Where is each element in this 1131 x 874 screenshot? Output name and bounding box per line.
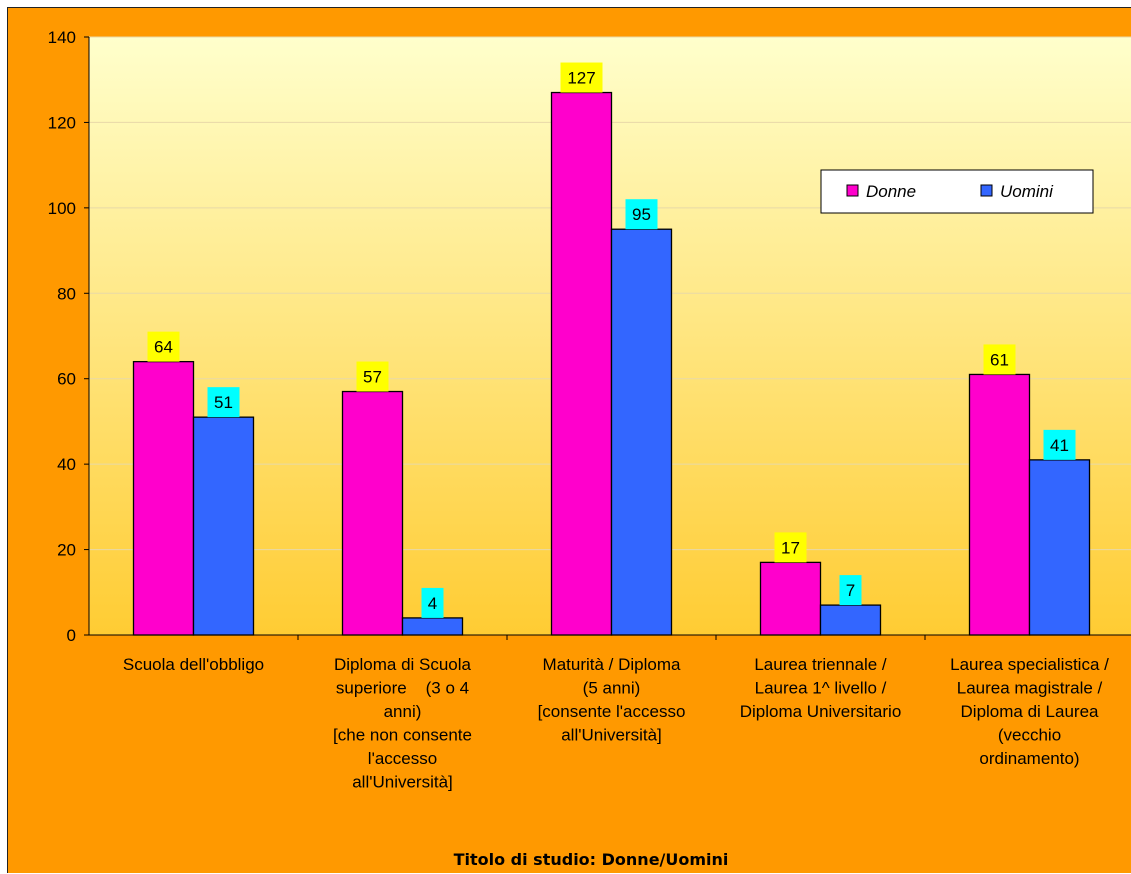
x-category-label: Maturità / Diploma (5 anni) [consente l'ac…: [538, 655, 686, 745]
x-category-label: Scuola dell'obbligo: [123, 655, 264, 674]
y-tick-label: 0: [67, 626, 76, 645]
y-tick-label: 60: [57, 370, 76, 389]
bar-donne: [968, 373, 1031, 636]
bar-uomini: [401, 617, 464, 636]
legend: Donne Uomini: [820, 169, 1094, 214]
bar-uomini: [610, 228, 673, 636]
legend-label-uomini: Uomini: [1000, 182, 1054, 201]
y-tick-label: 20: [57, 541, 76, 560]
data-label-donne: 61: [990, 350, 1009, 369]
data-label-donne: 17: [781, 538, 800, 557]
data-label-bg: [774, 532, 807, 563]
data-label-bg: [356, 361, 389, 392]
chart-title: Titolo di studio: Donne/Uomini: [454, 850, 729, 869]
data-label-bg: [1043, 429, 1076, 460]
data-label-uomini: 7: [846, 581, 855, 600]
x-category-label: Laurea triennale / Laurea 1^ livello / Dip…: [740, 655, 902, 721]
bar-donne: [550, 91, 613, 636]
legend-swatch-donne: [846, 184, 859, 197]
legend-swatch-uomini: [980, 184, 993, 197]
bar-uomini: [819, 604, 882, 636]
data-label-uomini: 4: [428, 594, 437, 613]
legend-label-donne: Donne: [866, 182, 916, 201]
bar-donne: [759, 561, 822, 636]
bar-donne: [132, 360, 195, 636]
bar-uomini: [192, 416, 255, 636]
data-label-donne: 127: [567, 69, 595, 88]
bar-donne: [341, 390, 404, 636]
data-label-donne: 57: [363, 368, 382, 387]
data-label-bg: [207, 387, 240, 418]
data-label-uomini: 95: [632, 205, 651, 224]
data-label-donne: 64: [154, 338, 173, 357]
x-category-label: Diploma di Scuola superiore (3 o 4 anni) [c…: [333, 655, 472, 792]
data-label-bg: [839, 575, 862, 606]
data-label-uomini: 51: [214, 393, 233, 412]
data-label-bg: [560, 62, 603, 93]
y-tick-label: 120: [48, 113, 76, 132]
data-label-uomini: 41: [1050, 436, 1069, 455]
bar-uomini: [1028, 459, 1091, 636]
y-tick-label: 80: [57, 284, 76, 303]
data-label-bg: [421, 587, 444, 618]
y-tick-label: 100: [48, 199, 76, 218]
x-category-label: Laurea specialistica / Laurea magistrale …: [950, 655, 1109, 768]
y-tick-label: 40: [57, 455, 76, 474]
y-tick-label: 140: [48, 28, 76, 47]
data-label-bg: [147, 331, 180, 362]
data-label-bg: [983, 344, 1016, 375]
data-label-bg: [625, 199, 658, 230]
